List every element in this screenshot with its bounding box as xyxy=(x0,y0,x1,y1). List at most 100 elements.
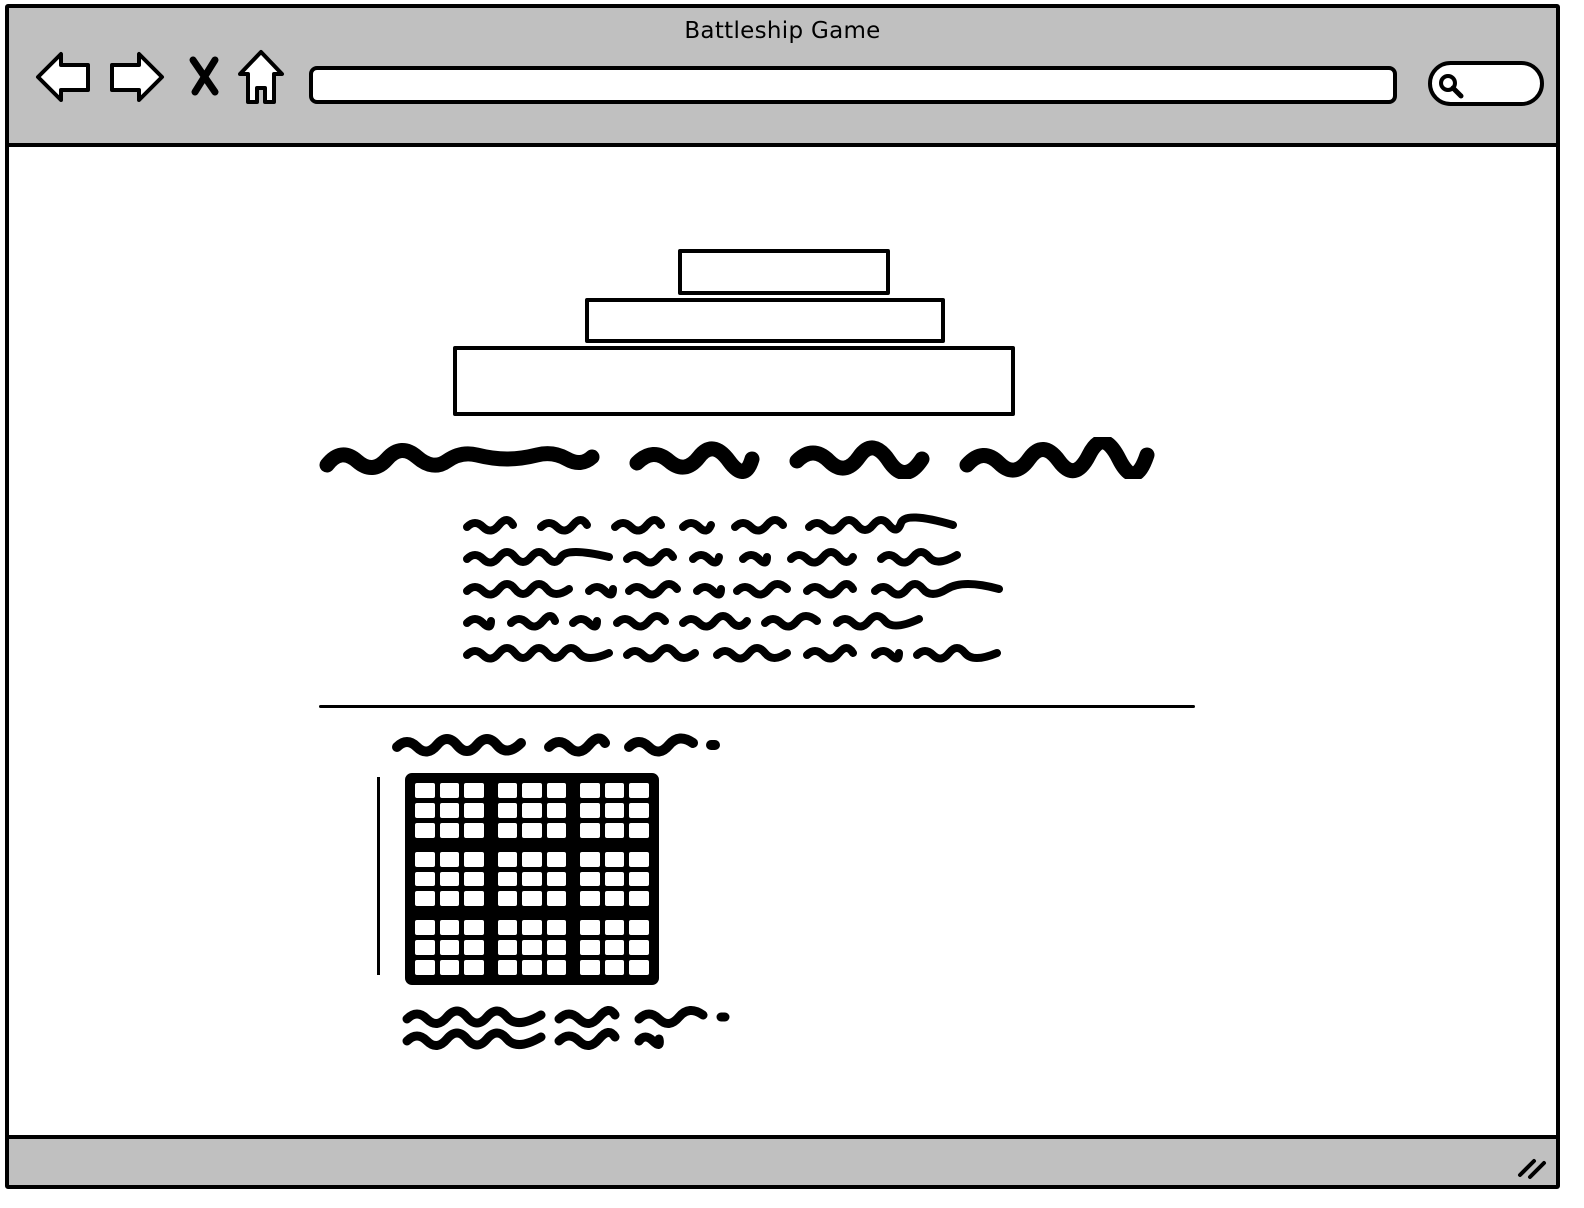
grid-cell[interactable] xyxy=(415,891,435,907)
grid-cell[interactable] xyxy=(522,851,542,867)
section-divider xyxy=(319,705,1195,708)
grid-cell[interactable] xyxy=(546,851,567,867)
grid-cell[interactable] xyxy=(415,871,435,887)
grid-cell[interactable] xyxy=(546,783,567,798)
grid-cell[interactable] xyxy=(604,851,625,867)
grid-cell[interactable] xyxy=(497,783,518,798)
grid-cell[interactable] xyxy=(497,802,518,818)
grid-cell[interactable] xyxy=(522,960,542,975)
grid-cell[interactable] xyxy=(439,891,460,907)
grid-cell[interactable] xyxy=(522,822,542,838)
grid-cell[interactable] xyxy=(580,783,600,798)
grid-cell[interactable] xyxy=(604,783,625,798)
subheading-scribble xyxy=(392,733,720,757)
close-icon[interactable] xyxy=(185,54,225,98)
grid-cell[interactable] xyxy=(522,940,542,956)
grid-cell[interactable] xyxy=(580,802,600,818)
grid-cell[interactable] xyxy=(497,822,518,838)
grid-cell[interactable] xyxy=(546,822,567,838)
grid-cell[interactable] xyxy=(580,920,600,936)
forward-arrow-icon[interactable] xyxy=(105,46,167,108)
paragraph-scribble xyxy=(463,513,1003,663)
grid-cell[interactable] xyxy=(604,940,625,956)
grid-cell[interactable] xyxy=(497,851,518,867)
grid-cell[interactable] xyxy=(522,783,542,798)
grid-cell[interactable] xyxy=(629,940,649,956)
grid-cell[interactable] xyxy=(546,802,567,818)
grid-block xyxy=(410,915,489,980)
grid-cell[interactable] xyxy=(580,822,600,838)
grid-cell[interactable] xyxy=(604,891,625,907)
grid-cell[interactable] xyxy=(439,851,460,867)
grid-cell[interactable] xyxy=(580,851,600,867)
grid-cell[interactable] xyxy=(546,891,567,907)
grid-cell[interactable] xyxy=(604,960,625,975)
grid-cell[interactable] xyxy=(415,783,435,798)
grid-cell[interactable] xyxy=(439,822,460,838)
grid-cell[interactable] xyxy=(604,822,625,838)
grid-cell[interactable] xyxy=(629,960,649,975)
grid-cell[interactable] xyxy=(580,891,600,907)
grid-block xyxy=(410,847,489,912)
grid-cell[interactable] xyxy=(415,851,435,867)
grid-cell[interactable] xyxy=(604,920,625,936)
grid-cell[interactable] xyxy=(604,871,625,887)
resize-grip-icon[interactable] xyxy=(1514,1151,1550,1181)
grid-cell[interactable] xyxy=(629,851,649,867)
grid-cell[interactable] xyxy=(464,802,484,818)
grid-cell[interactable] xyxy=(464,940,484,956)
grid-cell[interactable] xyxy=(415,822,435,838)
grid-cell[interactable] xyxy=(629,920,649,936)
grid-side-line xyxy=(377,777,380,975)
grid-cell[interactable] xyxy=(464,920,484,936)
grid-cell[interactable] xyxy=(580,960,600,975)
grid-cell[interactable] xyxy=(464,851,484,867)
grid-cell[interactable] xyxy=(415,940,435,956)
grid-cell[interactable] xyxy=(439,960,460,975)
grid-cell[interactable] xyxy=(522,871,542,887)
logo-box-top xyxy=(678,249,890,295)
back-arrow-icon[interactable] xyxy=(33,46,95,108)
browser-toolbar: Battleship Game xyxy=(9,8,1556,147)
grid-cell[interactable] xyxy=(522,891,542,907)
grid-cell[interactable] xyxy=(580,940,600,956)
grid-cell[interactable] xyxy=(497,871,518,887)
grid-cell[interactable] xyxy=(439,783,460,798)
grid-cell[interactable] xyxy=(415,960,435,975)
grid-cell[interactable] xyxy=(546,960,567,975)
grid-cell[interactable] xyxy=(415,920,435,936)
grid-cell[interactable] xyxy=(439,802,460,818)
grid-cell[interactable] xyxy=(464,871,484,887)
grid-cell[interactable] xyxy=(629,871,649,887)
grid-block xyxy=(575,778,654,843)
grid-cell[interactable] xyxy=(546,871,567,887)
grid-cell[interactable] xyxy=(497,891,518,907)
grid-cell[interactable] xyxy=(439,920,460,936)
grid-cell[interactable] xyxy=(546,940,567,956)
grid-cell[interactable] xyxy=(546,920,567,936)
grid-cell[interactable] xyxy=(522,802,542,818)
grid-cell[interactable] xyxy=(580,871,600,887)
grid-cell[interactable] xyxy=(629,802,649,818)
grid-cell[interactable] xyxy=(497,940,518,956)
grid-block xyxy=(493,847,572,912)
grid-cell[interactable] xyxy=(464,891,484,907)
grid-cell[interactable] xyxy=(464,783,484,798)
grid-block xyxy=(493,915,572,980)
address-bar[interactable] xyxy=(309,66,1397,104)
grid-cell[interactable] xyxy=(522,920,542,936)
grid-cell[interactable] xyxy=(415,802,435,818)
grid-cell[interactable] xyxy=(629,891,649,907)
grid-cell[interactable] xyxy=(604,802,625,818)
grid-cell[interactable] xyxy=(439,871,460,887)
grid-cell[interactable] xyxy=(497,920,518,936)
grid-cell[interactable] xyxy=(439,940,460,956)
game-board-grid[interactable] xyxy=(405,773,659,985)
grid-cell[interactable] xyxy=(464,822,484,838)
grid-cell[interactable] xyxy=(629,822,649,838)
grid-cell[interactable] xyxy=(629,783,649,798)
search-icon[interactable] xyxy=(1437,72,1465,100)
grid-cell[interactable] xyxy=(464,960,484,975)
grid-cell[interactable] xyxy=(497,960,518,975)
home-icon[interactable] xyxy=(235,48,287,106)
